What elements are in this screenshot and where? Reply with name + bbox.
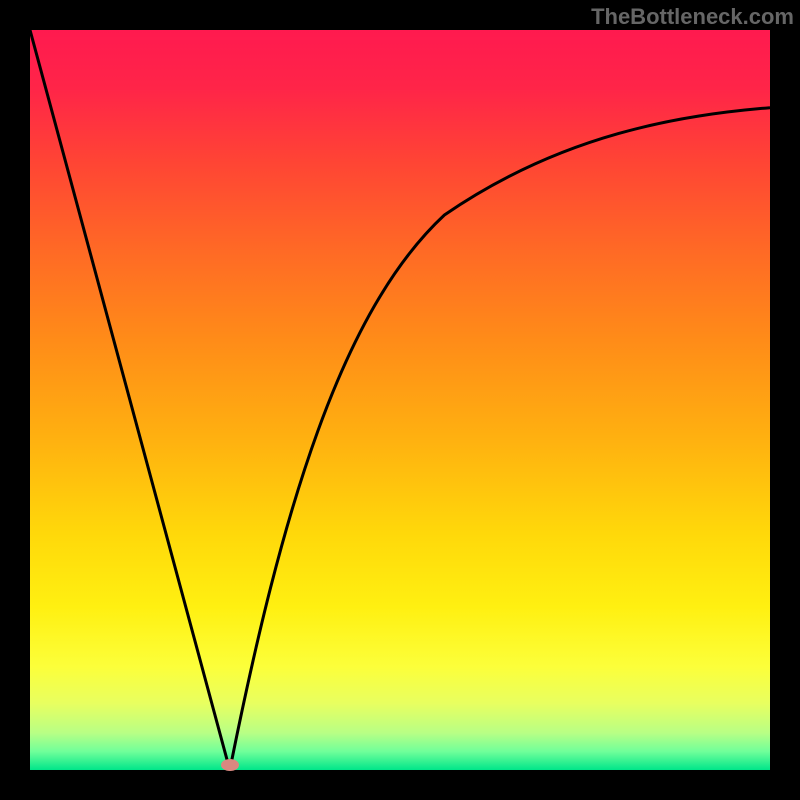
chart-container: TheBottleneck.com [0, 0, 800, 800]
curve-right-segment [230, 108, 770, 770]
watermark-text: TheBottleneck.com [591, 4, 794, 30]
bottleneck-curve [30, 30, 770, 770]
optimal-point-marker [221, 759, 239, 771]
plot-area [30, 30, 770, 770]
curve-left-segment [30, 30, 230, 770]
